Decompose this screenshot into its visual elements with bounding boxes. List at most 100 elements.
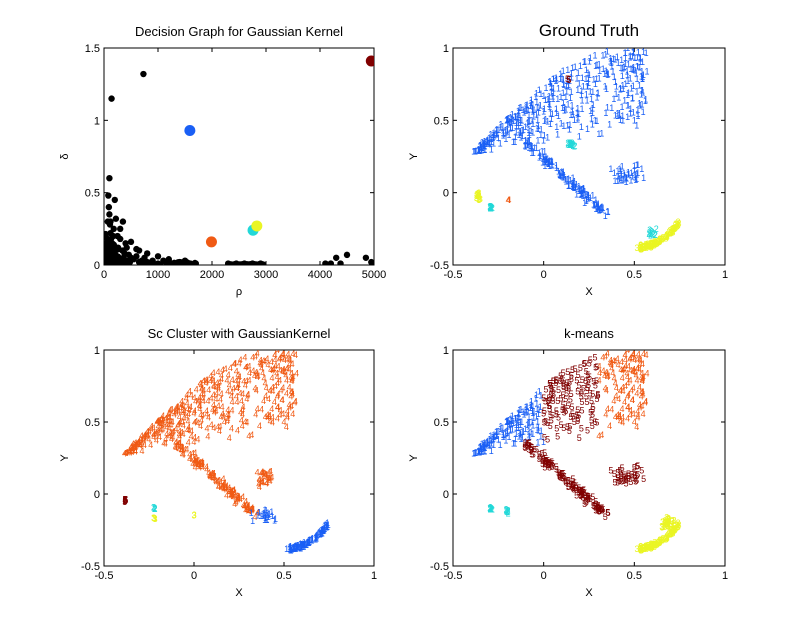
cluster-1-point-label: 1 (593, 116, 598, 126)
cluster-4-point-label: 4 (189, 426, 194, 436)
cluster-3-point-label: 3 (657, 234, 662, 244)
cluster-5-point-label: 5 (580, 490, 585, 500)
cluster-5-point-label: 5 (547, 458, 552, 468)
cluster-1-point-label: 1 (498, 123, 503, 133)
cluster-4-point-label: 4 (273, 350, 278, 360)
cluster-1-point-label: 1 (611, 54, 616, 64)
cluster-4-point-label: 4 (260, 468, 265, 478)
cluster-3-point-label: 3 (646, 540, 651, 550)
cluster-3-point-label: 3 (669, 522, 674, 532)
cluster-1-point-label: 1 (307, 537, 312, 547)
cluster-4-point-label: 4 (204, 462, 209, 472)
cluster-3-point-label: 3 (672, 525, 677, 535)
cluster-4-point-label: 4 (134, 440, 139, 450)
cluster-1-point-label: 1 (479, 444, 484, 454)
cluster-1-point-label: 1 (553, 76, 558, 86)
cluster-2-point-label: 2 (488, 504, 493, 514)
cluster-1-point-label: 1 (618, 84, 623, 94)
cluster-4-point-label: 4 (627, 354, 632, 364)
cluster-5-point-label: 5 (595, 503, 600, 513)
cluster-5-point-label: 5 (624, 475, 629, 485)
cluster-1-point-label: 1 (477, 443, 482, 453)
cluster-3-point-label: 3 (671, 224, 676, 234)
cluster-5-point-label: 5 (529, 443, 534, 453)
cluster-1-point-label: 1 (495, 426, 500, 436)
cluster-1-point-label: 1 (570, 182, 575, 192)
cluster-4-point-label: 4 (180, 443, 185, 453)
cluster-1-point-label: 1 (306, 538, 311, 548)
cluster-4-point-label: 4 (632, 417, 637, 427)
cluster-4-point-label: 4 (625, 392, 630, 402)
cluster-4-point-label: 4 (242, 353, 247, 363)
cluster-4-point-label: 4 (164, 429, 169, 439)
cluster-1-point-label: 1 (586, 68, 591, 78)
cluster-1-point-label: 1 (479, 447, 484, 457)
cluster-5-point-label: 5 (592, 501, 597, 511)
cluster-3-point-label: 3 (655, 237, 660, 247)
cluster-1-point-label: 1 (570, 182, 575, 192)
cluster-1-point-label: 1 (555, 130, 560, 140)
y-tick-label: 0.5 (85, 417, 100, 429)
cluster-1-point-label: 1 (570, 181, 575, 191)
cluster-4-point-label: 4 (220, 481, 225, 491)
cluster-1-point-label: 1 (583, 190, 588, 200)
cluster-1-point-label: 1 (508, 425, 513, 435)
cluster-2-point-label: 2 (572, 142, 577, 152)
cluster-1-point-label: 1 (489, 438, 494, 448)
cluster-3-point-label: 3 (667, 528, 672, 538)
cluster-2-point-label: 2 (646, 229, 651, 239)
cluster-1-point-label: 1 (508, 424, 513, 434)
cluster-4-point-label: 4 (639, 369, 644, 379)
cluster-4-point-label: 4 (287, 354, 292, 364)
cluster-1-point-label: 1 (517, 428, 522, 438)
cluster-1-point-label: 1 (503, 126, 508, 136)
cluster-3-point-label: 3 (665, 517, 670, 527)
cluster-1-point-label: 1 (293, 542, 298, 552)
cluster-1-point-label: 1 (530, 99, 535, 109)
cluster-1-point-label: 1 (510, 110, 515, 120)
data-point (114, 253, 122, 260)
cluster-4-point-label: 4 (128, 442, 133, 452)
cluster-4-point-label: 4 (179, 445, 184, 455)
cluster-1-point-label: 1 (478, 442, 483, 452)
cluster-5-point-label: 5 (626, 471, 631, 481)
data-point (105, 238, 112, 246)
cluster-1-point-label: 1 (478, 441, 483, 451)
cluster-1-point-label: 1 (521, 108, 526, 118)
cluster-1-point-label: 1 (530, 142, 535, 152)
cluster-1-point-label: 1 (511, 418, 516, 428)
cluster-4-point-label: 4 (155, 426, 160, 436)
cluster-3-point-label: 3 (668, 227, 673, 237)
cluster-4-point-label: 4 (245, 504, 250, 514)
cluster-1-point-label: 1 (547, 156, 552, 166)
cluster-3-point-label: 3 (664, 533, 669, 543)
cluster-5-point-label: 5 (566, 475, 571, 485)
cluster-5-point-label: 5 (575, 410, 580, 420)
cluster-1-point-label: 1 (630, 64, 635, 74)
cluster-4-point-label: 4 (243, 496, 248, 506)
cluster-4-point-label: 4 (136, 439, 141, 449)
cluster-4-point-label: 4 (603, 409, 608, 419)
cluster-4-point-label: 4 (245, 390, 250, 400)
cluster-4-point-label: 4 (285, 411, 290, 421)
cluster-1-point-label: 1 (308, 535, 313, 545)
cluster-1-point-label: 1 (496, 427, 501, 437)
cluster-3-point-label: 3 (649, 239, 654, 249)
cluster-2-point-label: 2 (487, 202, 492, 212)
cluster-1-point-label: 1 (520, 432, 525, 442)
cluster-1-point-label: 1 (594, 74, 599, 84)
cluster-1-point-label: 1 (288, 542, 293, 552)
data-point (108, 95, 115, 102)
cluster-3-point-label: 3 (670, 527, 675, 537)
plot-frame (452, 349, 726, 567)
cluster-1-point-label: 1 (609, 56, 614, 66)
cluster-4-point-label: 4 (219, 370, 224, 380)
cluster-4-point-label: 4 (275, 378, 280, 388)
cluster-5-point-label: 5 (554, 375, 559, 385)
cluster-4-point-label: 4 (597, 368, 602, 378)
cluster-4-point-label: 4 (216, 482, 221, 492)
cluster-1-point-label: 1 (589, 94, 594, 104)
cluster-3-point-label: 3 (642, 544, 647, 554)
cluster-1-point-label: 1 (529, 400, 534, 410)
